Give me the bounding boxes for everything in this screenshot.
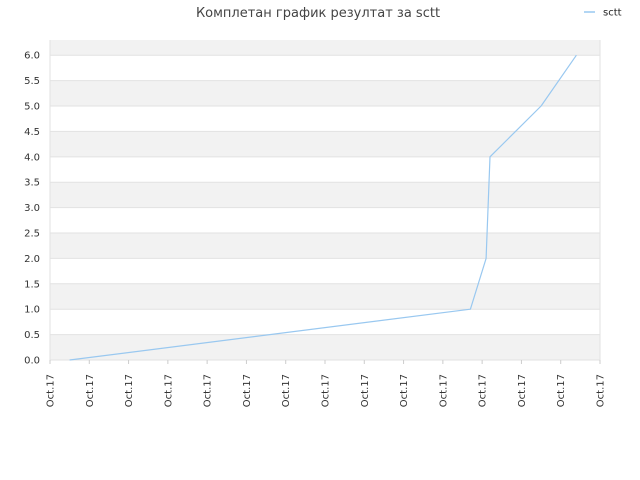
x-tick-label: Oct.17 (242, 374, 253, 407)
grid-band (50, 55, 600, 81)
y-tick-label: 4.0 (24, 152, 40, 163)
grid-lines (49, 40, 601, 361)
x-tick-label: Oct.17 (360, 374, 371, 407)
x-tick-label: Oct.17 (163, 374, 174, 407)
x-tick-label: Oct.17 (438, 374, 449, 407)
x-axis: Oct.17 Oct.17 Oct.17 Oct.17 Oct.17 Oct.17 Oct.… (46, 360, 607, 407)
y-tick-label: 2.5 (24, 229, 40, 240)
grid-band (50, 233, 600, 259)
grid-band (50, 80, 600, 107)
x-tick-label: Oct.17 (399, 374, 410, 407)
y-tick-label: 5.5 (24, 76, 40, 87)
grid-band (50, 131, 600, 157)
grid-band (50, 156, 600, 183)
x-tick-label: Oct.17 (478, 374, 489, 407)
x-tick-label: Oct.17 (124, 374, 135, 407)
grid-band (50, 309, 600, 335)
series-layer (69, 54, 577, 361)
x-tick-label: Oct.17 (85, 374, 96, 407)
y-tick-label: 5.0 (24, 102, 40, 113)
x-tick-label: Oct.17 (556, 374, 567, 407)
x-tick-label: Oct.17 (517, 374, 528, 407)
grid-band (50, 258, 600, 284)
y-tick-label: 4.5 (24, 127, 40, 138)
y-tick-label: 1.0 (24, 305, 40, 316)
y-tick-label: 0.5 (24, 330, 40, 341)
y-tick-label: 2.0 (24, 254, 40, 265)
grid-band (50, 182, 600, 208)
x-tick-label: Oct.17 (596, 374, 607, 407)
grid-band (50, 283, 600, 310)
x-tick-label: Oct.17 (281, 374, 292, 407)
series-line-sctt (69, 54, 577, 361)
legend: sctt (584, 8, 622, 19)
x-tick-label: Oct.17 (46, 374, 57, 407)
y-tick-label: 3.0 (24, 203, 40, 214)
grid-band (50, 334, 600, 360)
grid-band (50, 207, 600, 234)
x-tick-label: Oct.17 (203, 374, 214, 407)
x-tick-label: Oct.17 (321, 374, 332, 407)
y-tick-label: 3.5 (24, 178, 40, 189)
grid-band (50, 106, 600, 132)
plot-background (50, 40, 600, 360)
y-axis: 0.0 0.5 1.0 1.5 2.0 2.5 3.0 3.5 4.0 4.5 5.0 5.5 6.0 (24, 51, 40, 367)
y-tick-label: 6.0 (24, 51, 40, 62)
y-tick-label: 1.5 (24, 279, 40, 290)
grid-band (50, 40, 600, 56)
chart-title: Комплетан график резултат за sctt (196, 6, 440, 21)
legend-label: sctt (603, 8, 622, 19)
y-tick-label: 0.0 (24, 356, 40, 367)
